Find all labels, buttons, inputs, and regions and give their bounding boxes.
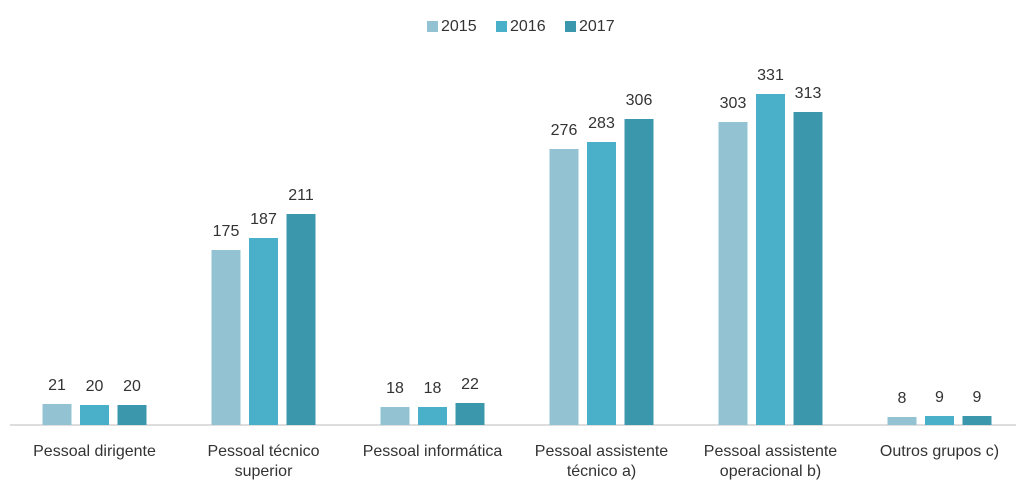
bar [756,94,785,425]
data-label: 9 [973,389,982,406]
bar [117,405,147,425]
data-label: 8 [898,390,907,407]
data-label: 20 [123,378,141,395]
bar [418,407,447,425]
bar [286,214,316,425]
bar [793,112,823,425]
data-label: 283 [588,115,615,132]
data-label: 276 [551,122,578,139]
bar [962,416,992,425]
bar [718,122,748,425]
legend-swatch [427,21,438,32]
legend-swatch [565,21,576,32]
data-label: 9 [935,389,944,406]
data-label: 18 [386,380,404,397]
bar [211,250,241,425]
data-label: 20 [86,378,104,395]
bar [80,405,109,425]
x-tick-label: Pessoal assistente operacional b) [703,443,838,480]
data-label: 306 [626,92,653,109]
data-label: 22 [461,376,479,393]
x-tick-label: Pessoal assistente técnico a) [534,443,669,480]
x-tick-label: Pessoal informática [362,443,503,460]
x-tick-label: Outros grupos c) [879,443,1000,460]
data-label: 211 [288,187,314,204]
data-label: 313 [795,85,822,102]
data-label: 331 [757,67,784,84]
bar [887,417,917,425]
bar [249,238,278,425]
x-tick-label: Pessoal técnico superior [207,443,320,480]
legend-label: 2016 [510,18,546,35]
data-label: 21 [48,377,66,394]
legend-swatch [496,21,507,32]
x-tick-label: Pessoal dirigente [33,443,156,460]
bar [925,416,954,425]
data-label: 18 [424,380,442,397]
bar [624,119,654,425]
bar [587,142,616,425]
data-label: 175 [213,223,240,240]
bar [380,407,410,425]
bar [42,404,72,425]
bar [455,403,485,425]
data-label: 303 [720,95,747,112]
legend-label: 2015 [441,18,477,35]
legend-label: 2017 [579,18,615,35]
data-label: 187 [250,211,277,228]
bar [549,149,579,425]
